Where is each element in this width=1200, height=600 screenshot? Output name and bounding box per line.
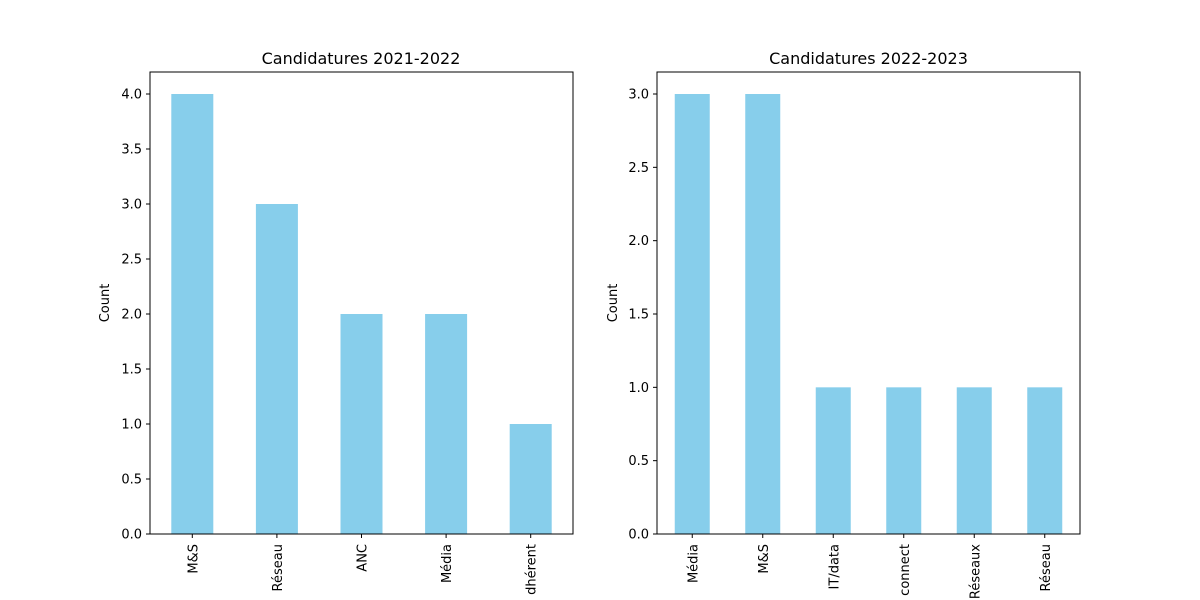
x-tick-label: M&S <box>757 544 772 574</box>
bar <box>171 94 214 534</box>
bar <box>1027 387 1063 534</box>
y-axis: 0.0 0.5 1.0 1.5 2.0 2.5 3.0 3.5 4.0 <box>121 88 150 543</box>
x-tick-label: ANC <box>356 544 371 572</box>
chart-candidatures-2022-2023: Candidatures 2022-2023 Count 0.0 0.5 1.0 1.… <box>606 49 1081 599</box>
y-axis: 0.0 0.5 1.0 1.5 2.0 2.5 3.0 <box>628 88 657 543</box>
bar <box>815 387 851 534</box>
x-tick-label: connect <box>898 544 913 596</box>
bar <box>745 94 781 534</box>
x-tick-label: Réseau <box>271 544 286 591</box>
y-tick-label: 3.0 <box>121 198 142 213</box>
y-tick-label: 1.5 <box>628 308 649 323</box>
y-tick-label: 4.0 <box>121 88 142 103</box>
x-tick-label: M&S <box>186 544 201 574</box>
y-tick-label: 1.0 <box>628 381 649 396</box>
bar-group <box>171 94 552 534</box>
x-tick-label: Réseau <box>1039 544 1054 591</box>
y-tick-label: 3.5 <box>121 143 142 158</box>
bar <box>674 94 710 534</box>
y-tick-label: 1.0 <box>121 418 142 433</box>
chart-candidatures-2021-2022: Candidatures 2021-2022 Count 0.0 0.5 1.0 1.… <box>98 49 574 595</box>
bar-group <box>674 94 1063 534</box>
plot-frame <box>149 71 574 535</box>
chart-title: Candidatures 2022-2023 <box>769 49 968 68</box>
x-tick-label: Média <box>440 544 455 583</box>
x-tick-label: IT/data <box>827 544 842 589</box>
y-tick-label: 3.0 <box>628 88 649 103</box>
y-axis-label: Count <box>606 284 621 323</box>
x-axis: Média M&S IT/data connect Réseaux Réseau <box>686 534 1054 599</box>
y-tick-label: 0.5 <box>628 454 649 469</box>
x-tick-label: Média <box>686 544 701 583</box>
plot-frame <box>656 71 1081 535</box>
x-tick-label: dhérent <box>525 544 540 595</box>
y-tick-label: 2.5 <box>121 253 142 268</box>
bar <box>886 387 922 534</box>
bar <box>956 387 992 534</box>
x-tick-label: Réseaux <box>968 544 983 599</box>
y-tick-label: 2.5 <box>628 161 649 176</box>
y-tick-label: 0.0 <box>628 528 649 543</box>
bar <box>340 314 383 534</box>
y-tick-label: 0.5 <box>121 473 142 488</box>
y-tick-label: 0.0 <box>121 528 142 543</box>
y-tick-label: 2.0 <box>121 308 142 323</box>
x-axis: M&S Réseau ANC Média dhérent <box>186 534 540 595</box>
bar <box>509 424 552 534</box>
chart-title: Candidatures 2021-2022 <box>262 49 461 68</box>
y-axis-label: Count <box>98 284 113 323</box>
bar <box>425 314 468 534</box>
y-tick-label: 1.5 <box>121 363 142 378</box>
y-tick-label: 2.0 <box>628 234 649 249</box>
bar <box>255 204 298 534</box>
